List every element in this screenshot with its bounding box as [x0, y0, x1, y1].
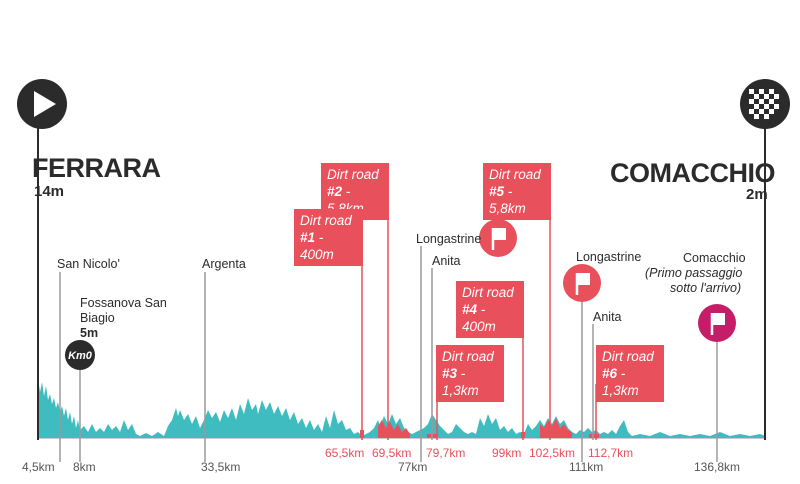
km-4-5: 4,5km — [22, 460, 55, 474]
dirt-road-1-number: #1 — [300, 230, 316, 245]
label-anita-2: Anita — [593, 310, 622, 324]
dirt-road-2-number: #2 — [327, 184, 343, 199]
label-san-nicolo: San Nicolo' — [57, 257, 120, 271]
label-comacchio-3: sotto l'arrivo) — [670, 281, 742, 295]
play-circle-icon — [17, 79, 67, 129]
elevation-profile — [38, 378, 765, 438]
flag-marker-icon-2 — [563, 264, 601, 302]
km-79-7: 79,7km — [426, 446, 466, 460]
dirt-road-box-6: Dirt road #6 - 1,3km — [596, 345, 664, 402]
dirt-road-box-5: Dirt road #5 - 5,8km — [483, 163, 551, 220]
dirt-road-box-2: Dirt road #2 - 5,8km — [321, 163, 389, 220]
start-altitude: 14m — [34, 183, 65, 200]
dirt-road-box-4: Dirt road #4 - 400m — [456, 281, 524, 338]
dirt-road-5-number: #5 — [489, 184, 505, 199]
dirt-road-5-title: Dirt road — [489, 167, 541, 182]
km0-text: Km0 — [68, 350, 93, 362]
dirt-road-6-length: 1,3km — [602, 383, 639, 398]
dirt-road-box-1: Dirt road #1 - 400m — [294, 209, 363, 266]
km-8: 8km — [73, 460, 96, 474]
dirt-road-3-number: #3 — [442, 366, 458, 381]
dirt-segment-6 — [589, 434, 599, 438]
km-102-5: 102,5km — [529, 446, 576, 460]
km-33-5: 33,5km — [201, 460, 241, 474]
dirt-road-1-length: 400m — [300, 247, 334, 262]
finish-city: COMACCHIO — [610, 158, 776, 188]
label-fossanova-alt: 5m — [80, 326, 99, 340]
dirt-road-1-title: Dirt road — [300, 213, 352, 228]
label-fossanova-2: Biagio — [80, 311, 115, 325]
flag-marker-icon-1 — [479, 219, 517, 257]
finish-altitude: 2m — [746, 186, 768, 203]
dirt-road-5-length: 5,8km — [489, 201, 526, 216]
label-fossanova-1: Fossanova San — [80, 296, 167, 310]
km-136-8: 136,8km — [694, 460, 741, 474]
start-city: FERRARA — [32, 153, 161, 183]
label-argenta: Argenta — [202, 257, 246, 271]
flag-marker-icon-3 — [698, 304, 736, 342]
dirt-road-3-title: Dirt road — [442, 349, 494, 364]
dirt-road-3-length: 1,3km — [442, 383, 479, 398]
label-comacchio-1: Comacchio — [683, 251, 746, 265]
dirt-segment-5 — [540, 418, 572, 438]
label-comacchio-2: (Primo passaggio — [645, 266, 743, 280]
dirt-road-4-number: #4 — [462, 302, 478, 317]
dirt-segment-2 — [378, 420, 410, 438]
km-99: 99km — [492, 446, 522, 460]
dirt-road-4-length: 400m — [462, 319, 496, 334]
km-111: 111km — [569, 460, 604, 474]
label-anita-1: Anita — [432, 254, 461, 268]
km-65-5: 65,5km — [325, 446, 365, 460]
dirt-road-6-title: Dirt road — [602, 349, 654, 364]
km-112-7: 112,7km — [588, 446, 634, 460]
dirt-road-6-number: #6 — [602, 366, 618, 381]
dirt-road-4-title: Dirt road — [462, 285, 514, 300]
km-77: 77km — [398, 460, 428, 474]
km0-badge: Km0 — [65, 340, 95, 370]
dirt-road-2-title: Dirt road — [327, 167, 379, 182]
label-longastrine-1: Longastrine — [416, 232, 482, 246]
checkered-flag-icon — [740, 79, 790, 129]
label-longastrine-2: Longastrine — [576, 250, 642, 264]
km-69-5: 69,5km — [372, 446, 412, 460]
dirt-road-box-3: Dirt road #3 - 1,3km — [436, 345, 504, 402]
